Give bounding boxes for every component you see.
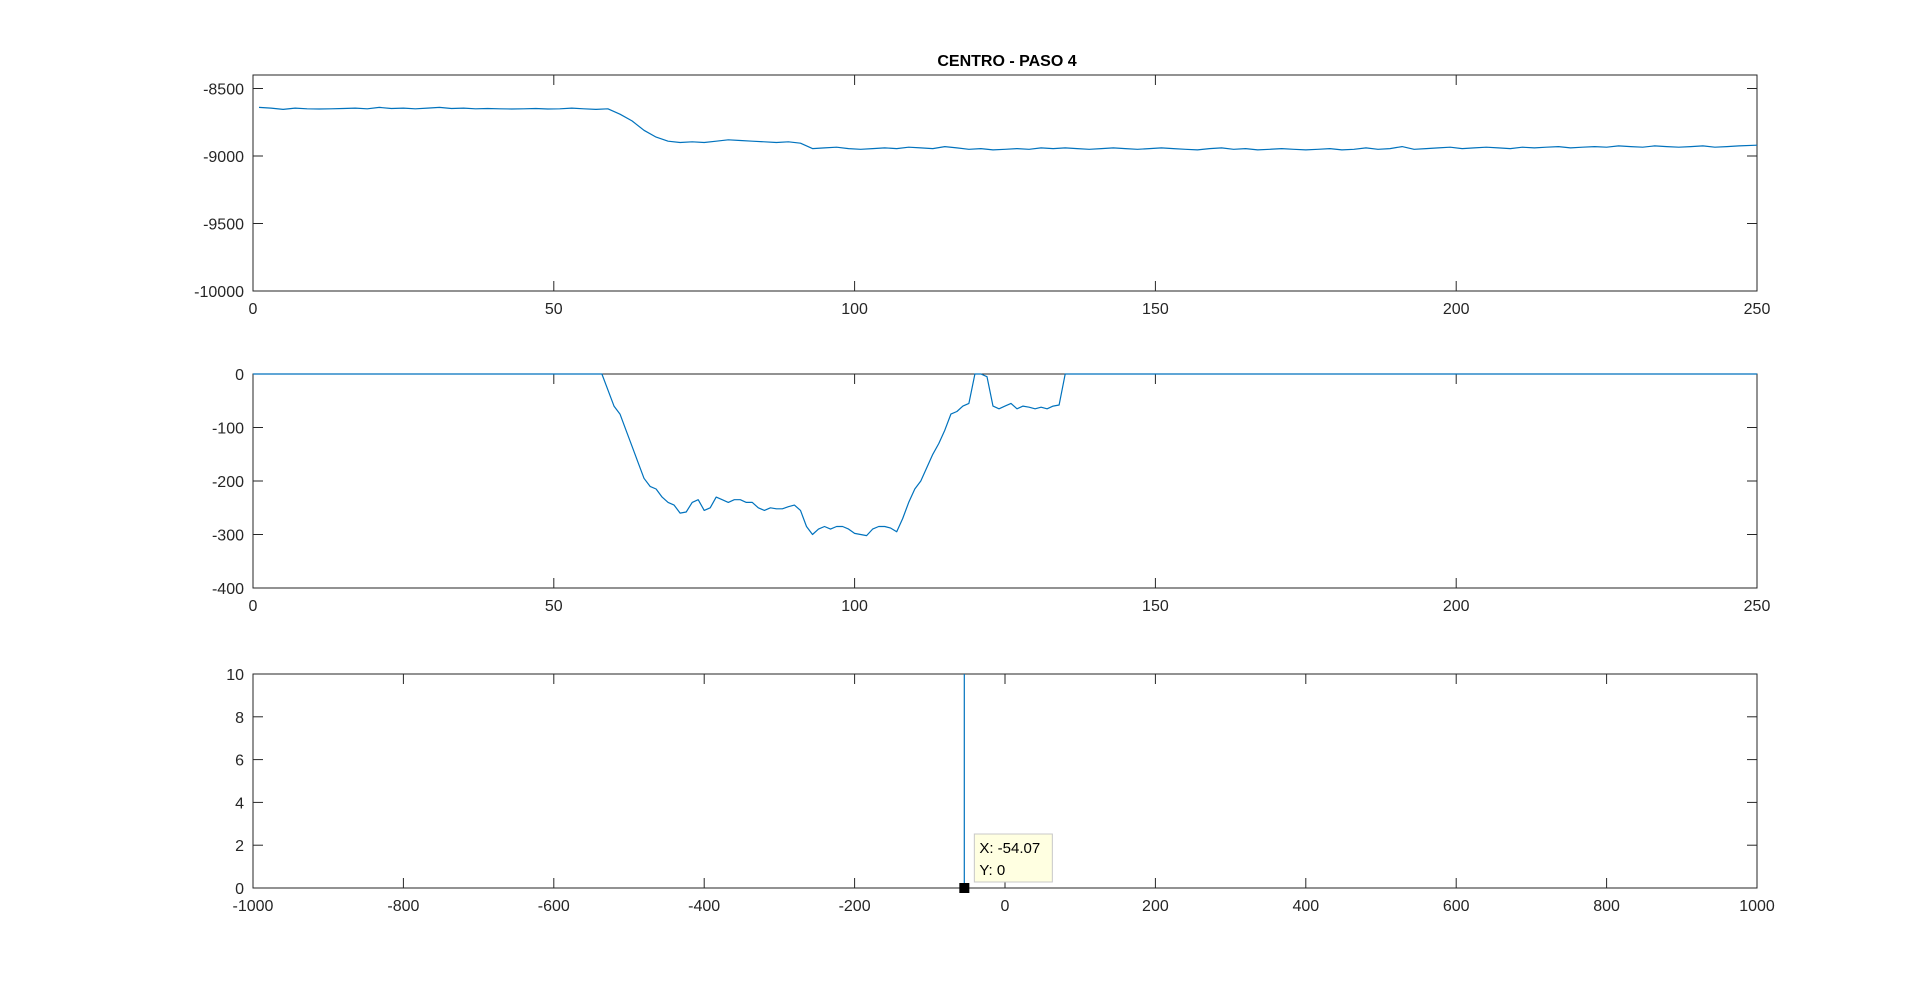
- x-tick-label: 100: [841, 598, 868, 615]
- axes-middle[interactable]: 0 50 100 150 200 250 -400 -300 -200 -100 0: [212, 367, 1770, 615]
- y-tick-label: -200: [212, 474, 244, 491]
- x-tick-label: 250: [1744, 598, 1771, 615]
- datatip-marker[interactable]: [959, 883, 970, 893]
- x-tick-label: 250: [1744, 301, 1771, 318]
- x-tick-label: 0: [249, 598, 258, 615]
- x-tick-label: 0: [1001, 898, 1010, 915]
- series-line[interactable]: [253, 373, 1757, 537]
- x-tick-label: 200: [1443, 598, 1470, 615]
- datatip-x-label: X: -54.07: [979, 840, 1040, 857]
- x-tick-label: -600: [538, 898, 570, 915]
- y-tick-label: 6: [235, 753, 244, 770]
- plot-area[interactable]: [252, 74, 1758, 292]
- datatip-y-label: Y: 0: [979, 862, 1005, 879]
- y-tick-label: -8500: [203, 82, 244, 99]
- y-tick-label: 10: [226, 667, 244, 684]
- y-tick-label: -400: [212, 581, 244, 598]
- x-tick-label: 50: [545, 598, 563, 615]
- y-tick-label: 2: [235, 838, 244, 855]
- y-tick-label: -9000: [203, 149, 244, 166]
- x-tick-label: -200: [839, 898, 871, 915]
- y-tick-label: 4: [235, 795, 244, 812]
- axes-top[interactable]: 0 50 100 150 200 250 -10000 -9500 -9000 -8500: [194, 74, 1771, 318]
- plot-area[interactable]: [252, 373, 1758, 589]
- x-tick-label: -1000: [233, 898, 274, 915]
- datatip[interactable]: X: -54.07 Y: 0: [959, 833, 1053, 893]
- x-tick-label: 800: [1593, 898, 1620, 915]
- x-tick-label: 100: [841, 301, 868, 318]
- y-tick-label: 0: [235, 367, 244, 384]
- chart-title: CENTRO - PASO 4: [937, 53, 1076, 70]
- x-tick-label: 200: [1443, 301, 1470, 318]
- x-tick-label: -800: [387, 898, 419, 915]
- y-tick-label: -100: [212, 421, 244, 438]
- series-line[interactable]: [258, 106, 1758, 151]
- x-tick-label: 600: [1443, 898, 1470, 915]
- y-tick-label: -300: [212, 528, 244, 545]
- y-tick-label: -10000: [194, 284, 244, 301]
- x-tick-label: 50: [545, 301, 563, 318]
- y-tick-label: -9500: [203, 217, 244, 234]
- datatip-box[interactable]: [973, 833, 1053, 883]
- x-tick-label: 150: [1142, 598, 1169, 615]
- x-tick-label: -400: [688, 898, 720, 915]
- x-tick-label: 400: [1292, 898, 1319, 915]
- y-tick-label: 0: [235, 881, 244, 898]
- y-tick-label: 8: [235, 710, 244, 727]
- x-tick-label: 150: [1142, 301, 1169, 318]
- x-tick-label: 1000: [1739, 898, 1775, 915]
- x-tick-label: 200: [1142, 898, 1169, 915]
- x-tick-label: 0: [249, 301, 258, 318]
